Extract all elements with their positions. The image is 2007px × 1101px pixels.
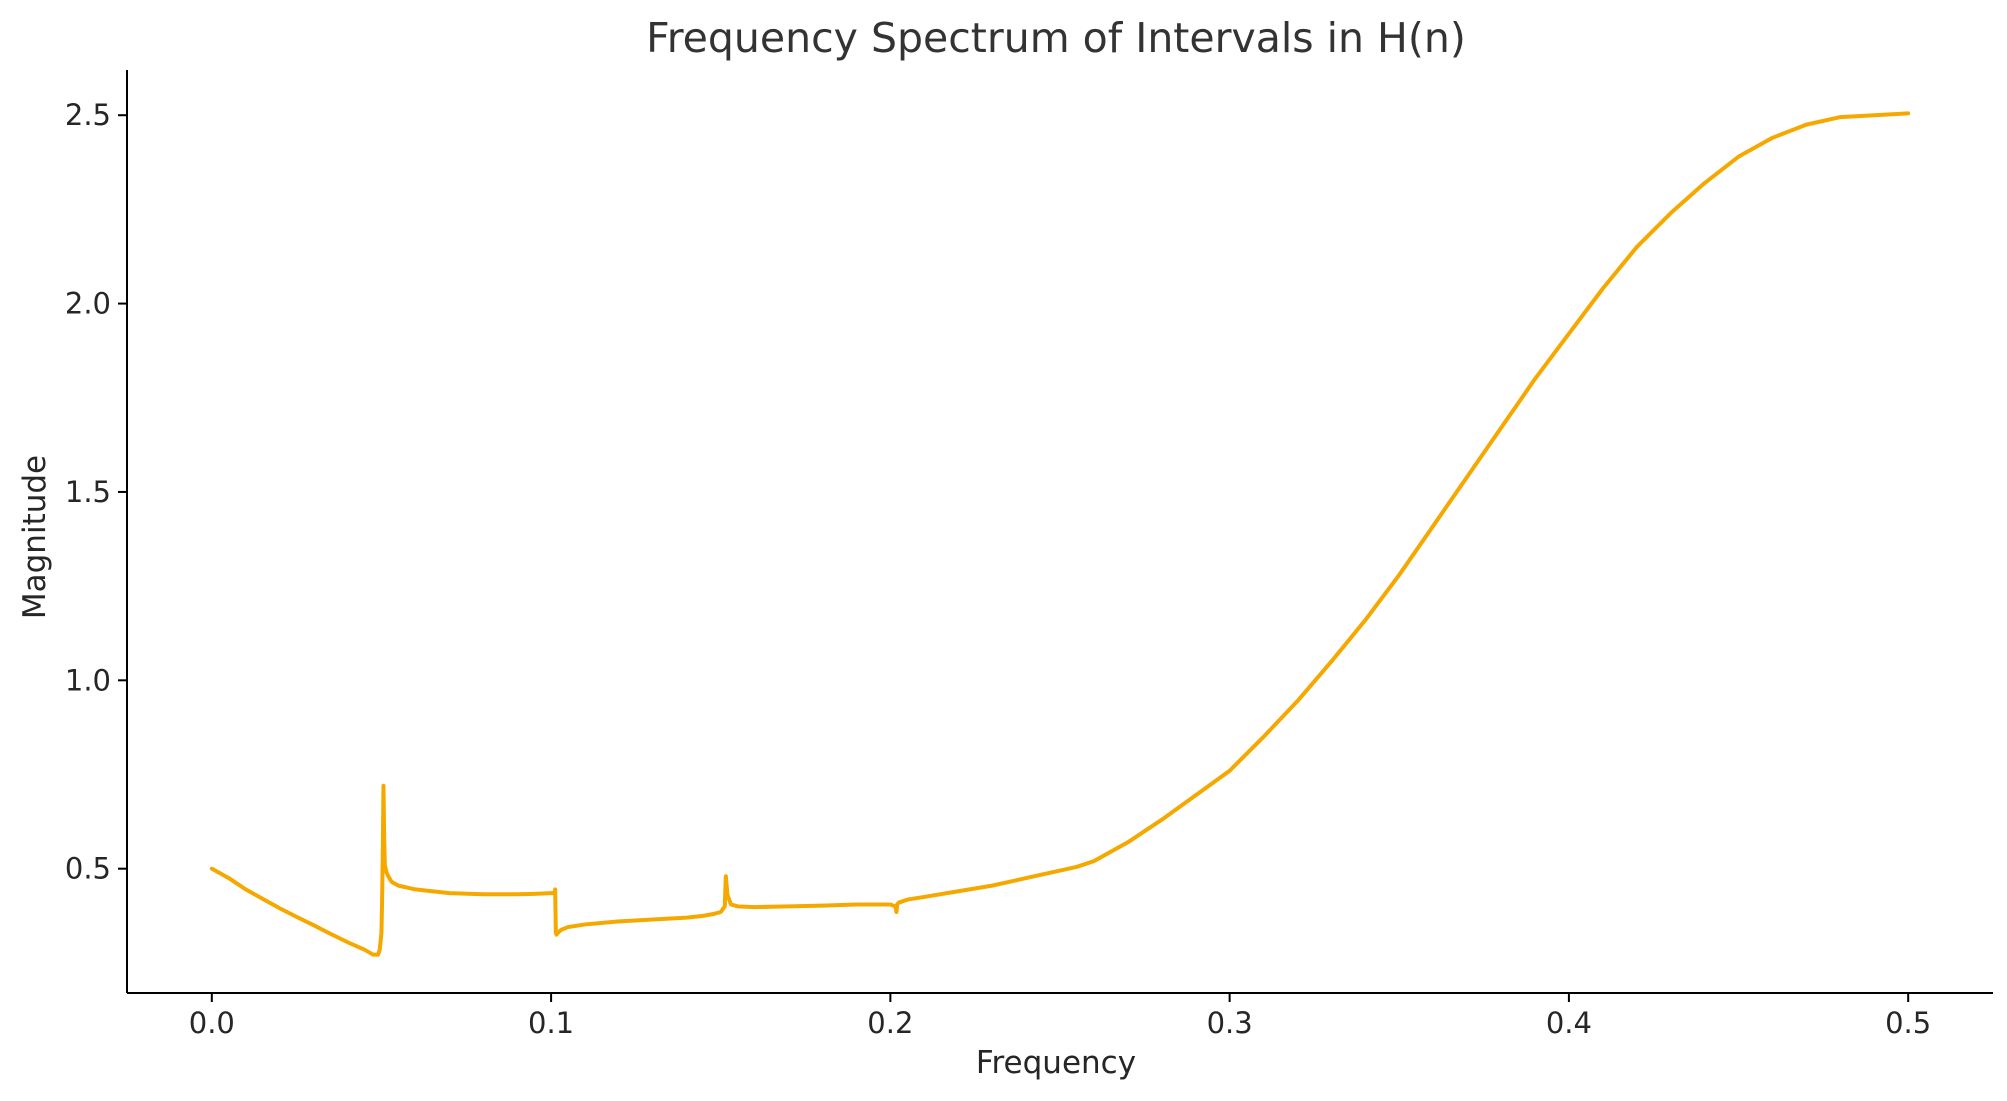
y-tick-label: 0.5 — [65, 852, 111, 886]
x-tick-label: 0.3 — [1207, 1006, 1253, 1040]
y-tick-label: 2.5 — [65, 98, 111, 132]
x-tick-label: 0.0 — [189, 1006, 235, 1040]
chart-title: Frequency Spectrum of Intervals in H(n) — [646, 14, 1466, 62]
y-tick-label: 1.0 — [65, 663, 111, 697]
y-tick-label: 1.5 — [65, 475, 111, 509]
x-tick-label: 0.1 — [528, 1006, 574, 1040]
x-tick-label: 0.4 — [1546, 1006, 1592, 1040]
y-axis-label: Magnitude — [17, 455, 53, 619]
y-tick-label: 2.0 — [65, 287, 111, 321]
y-axis-ticks: 0.5 1.0 1.5 2.0 2.5 — [65, 98, 127, 886]
x-tick-label: 0.5 — [1885, 1006, 1931, 1040]
x-tick-label: 0.2 — [867, 1006, 913, 1040]
x-axis-ticks: 0.0 0.1 0.2 0.3 0.4 0.5 — [189, 993, 1931, 1040]
series-line — [209, 111, 1911, 957]
x-axis-label: Frequency — [976, 1045, 1136, 1081]
